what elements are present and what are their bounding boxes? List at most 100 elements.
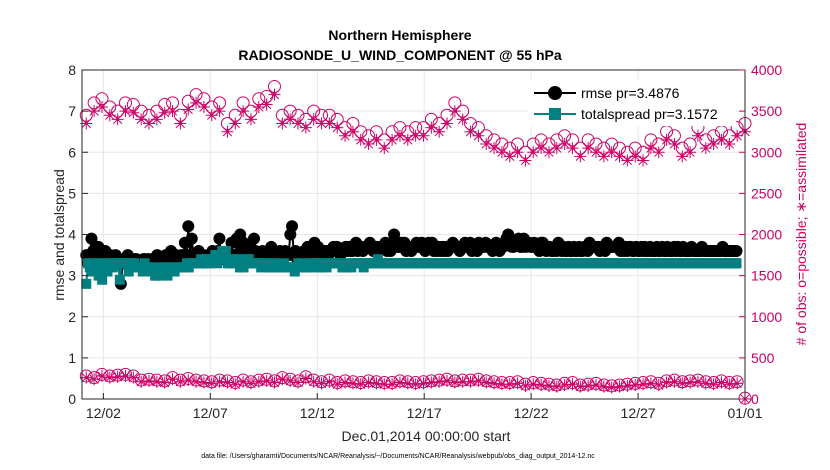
y2-tick-label: 3500 xyxy=(751,103,782,119)
data-point xyxy=(103,371,116,384)
x-tick-label: 12/12 xyxy=(300,405,335,421)
data-point xyxy=(684,376,697,389)
series-layer xyxy=(79,79,752,405)
data-point xyxy=(252,101,265,114)
data-point xyxy=(388,228,401,241)
data-point xyxy=(417,377,430,390)
data-point xyxy=(691,375,704,388)
data-point xyxy=(519,379,532,392)
data-point xyxy=(550,142,563,155)
data-point xyxy=(292,376,305,389)
data-point xyxy=(699,377,712,390)
data-point xyxy=(409,129,422,142)
data-point xyxy=(244,377,257,390)
data-point xyxy=(558,138,571,151)
data-point xyxy=(185,232,198,245)
data-point xyxy=(252,375,265,388)
data-point xyxy=(715,376,728,389)
data-point xyxy=(268,376,281,389)
data-point xyxy=(605,146,618,159)
data-point xyxy=(221,125,234,138)
y2-tick-label: 0 xyxy=(751,391,759,407)
data-point xyxy=(605,381,618,394)
data-point xyxy=(730,244,743,257)
data-point xyxy=(103,109,116,122)
y2-tick-label: 3000 xyxy=(751,144,782,160)
data-point xyxy=(362,376,375,389)
footnote: data file: /Users/gharamti/Documents/NCA… xyxy=(201,453,595,460)
data-point xyxy=(566,142,579,155)
x-axis: 12/02 12/07 12/12 12/17 12/22 12/27 01/01 xyxy=(86,393,763,421)
data-point xyxy=(299,121,312,134)
y2-tick-label: 1000 xyxy=(751,309,782,325)
data-point xyxy=(723,138,736,151)
data-point xyxy=(644,377,657,390)
data-point xyxy=(731,377,744,390)
data-point xyxy=(315,117,328,130)
data-point xyxy=(205,377,218,390)
y-tick-label: 1 xyxy=(68,350,76,366)
data-point xyxy=(590,379,603,392)
data-point xyxy=(95,369,108,382)
data-point xyxy=(401,133,414,146)
data-point xyxy=(707,138,720,151)
data-point xyxy=(190,96,203,109)
y-tick-label: 2 xyxy=(68,309,76,325)
y-tick-label: 5 xyxy=(68,185,76,201)
y-tick-label: 0 xyxy=(68,391,76,407)
data-point xyxy=(582,142,595,155)
data-point xyxy=(229,117,242,130)
data-point xyxy=(378,142,391,155)
data-point xyxy=(472,374,485,387)
data-point xyxy=(542,379,555,392)
data-point xyxy=(182,103,195,116)
x-axis-label: Dec.01,2014 00:00:00 start xyxy=(342,428,511,444)
data-point xyxy=(286,220,299,233)
data-point xyxy=(284,113,297,126)
data-point xyxy=(346,125,359,138)
data-point xyxy=(88,373,101,386)
data-point xyxy=(143,374,156,387)
y2-tick-label: 2000 xyxy=(751,227,782,243)
data-point xyxy=(621,379,634,392)
data-point xyxy=(409,378,422,391)
data-point xyxy=(629,150,642,163)
data-point xyxy=(597,380,610,393)
data-point xyxy=(574,150,587,163)
x-tick-label: 01/01 xyxy=(727,405,762,421)
data-point xyxy=(97,274,108,285)
data-point xyxy=(276,117,289,130)
y2-tick-label: 2500 xyxy=(751,185,782,201)
data-point xyxy=(213,232,226,245)
data-point xyxy=(248,232,261,245)
data-point xyxy=(448,376,461,389)
data-point xyxy=(637,154,650,167)
data-point xyxy=(425,121,438,134)
data-point xyxy=(292,117,305,130)
data-point xyxy=(456,113,469,126)
data-point xyxy=(668,375,681,388)
data-point xyxy=(323,375,336,388)
data-point xyxy=(197,376,210,389)
data-point xyxy=(480,376,493,389)
data-point xyxy=(331,121,344,134)
data-point xyxy=(80,117,93,130)
data-point xyxy=(433,375,446,388)
data-point xyxy=(574,380,587,393)
data-point xyxy=(668,138,681,151)
data-point xyxy=(229,378,242,391)
right-y-axis: 0 500 1000 1500 2000 2500 3000 3500 4000 xyxy=(739,62,782,407)
data-point xyxy=(660,133,673,146)
y-axis-label: rmse and totalspread xyxy=(51,169,67,301)
data-point xyxy=(464,375,477,388)
x-tick-label: 12/22 xyxy=(514,405,549,421)
data-point xyxy=(676,150,689,163)
x-tick-label: 12/17 xyxy=(407,405,442,421)
data-point xyxy=(114,274,125,285)
x-tick-label: 12/07 xyxy=(193,405,228,421)
chart-title: Northern Hemisphere xyxy=(328,27,471,43)
data-point xyxy=(354,378,367,391)
data-point xyxy=(527,378,540,391)
data-point xyxy=(111,113,124,126)
legend-rmse-marker xyxy=(548,86,562,100)
